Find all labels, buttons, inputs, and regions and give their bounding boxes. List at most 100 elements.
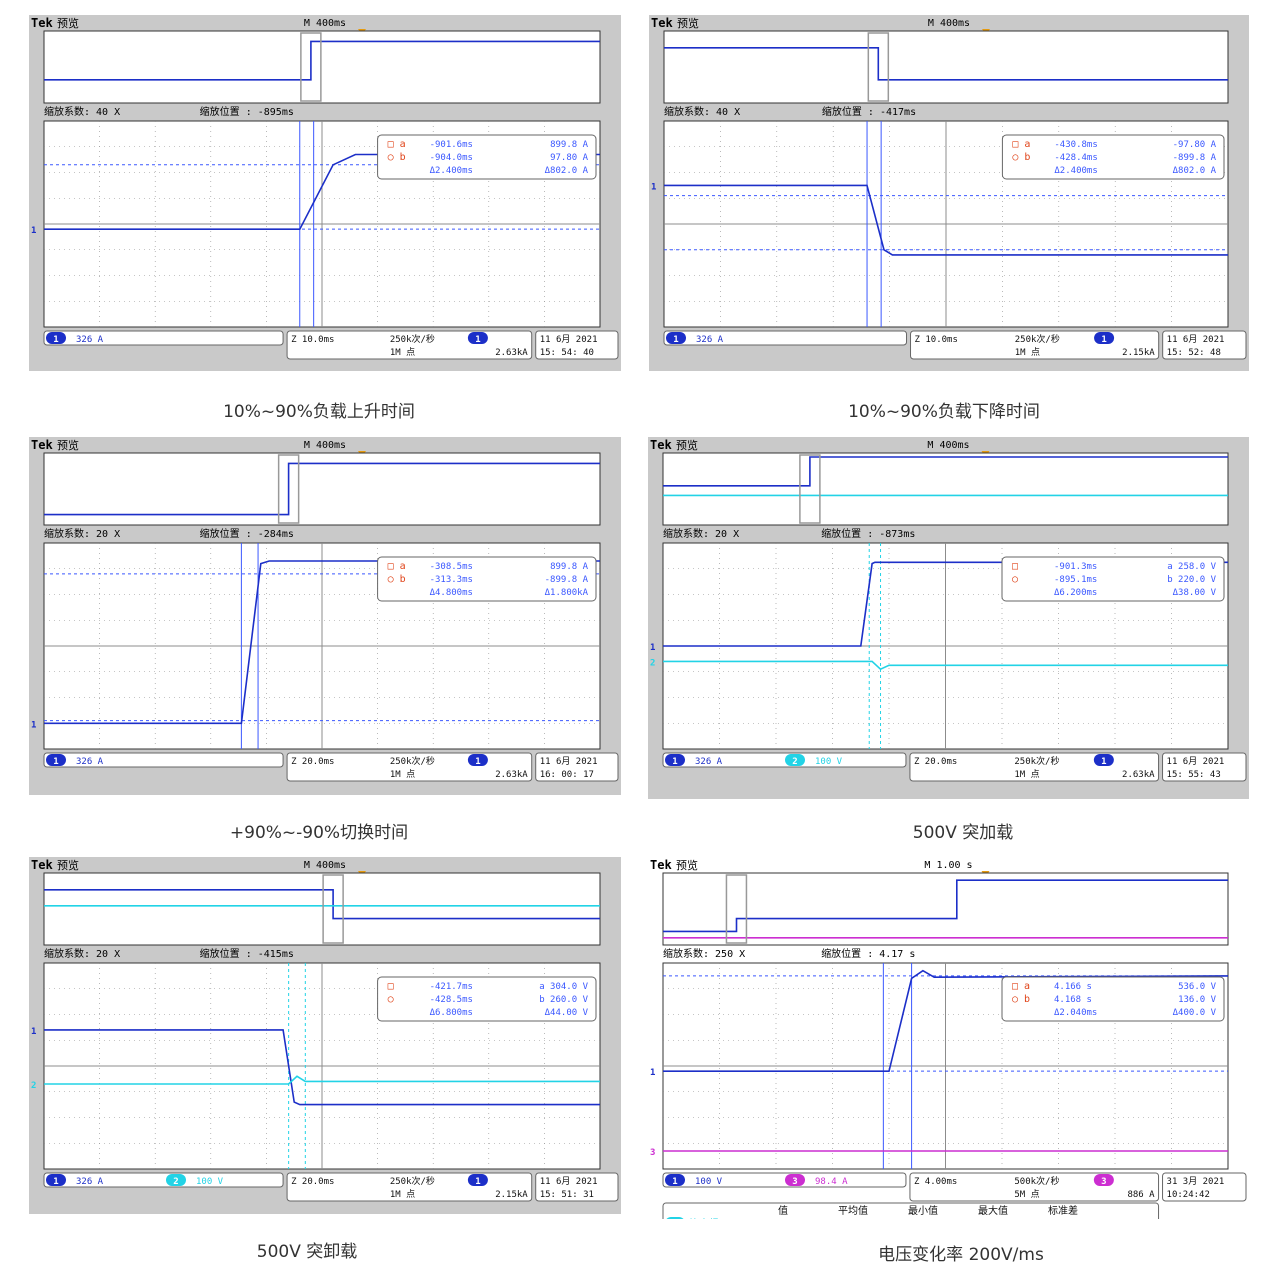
- measurement-box: [662, 1202, 1160, 1219]
- channel-scale-2: 100 V: [196, 1177, 224, 1187]
- overview-trace-1: [664, 46, 1228, 81]
- readout-time: -895.1ms: [1054, 575, 1097, 585]
- channel-badge-1: [665, 1174, 685, 1186]
- channel-scale-1: 326 A: [696, 335, 724, 345]
- sample-rate: 250k次/秒: [390, 1175, 435, 1187]
- channel-scale-1: 326 A: [76, 757, 104, 767]
- zoom-position-label: 缩放位置 : -284ms: [200, 527, 294, 540]
- readout-value: Δ1.800kA: [545, 588, 589, 598]
- readout-time: -901.6ms: [430, 140, 473, 150]
- date-label: 11 6月 2021: [1167, 334, 1225, 345]
- channel-scale-box: [43, 752, 284, 768]
- readout-box: [1001, 134, 1225, 180]
- channel-scale-1: 326 A: [695, 757, 723, 767]
- trigger-source-badge-label: 3: [1101, 1177, 1106, 1187]
- scope-panel-3: Tek 预览 M 400ms 缩放系数: 20 X 缩放位置 : -284ms 1 □ a -…: [29, 437, 621, 795]
- time-label: 15: 55: 43: [1167, 770, 1221, 780]
- datetime-box: [535, 330, 619, 360]
- zoom-timebase: Z 10.0ms: [915, 335, 958, 345]
- caption-6: 电压变化率 200V/ms: [878, 1245, 1044, 1265]
- readout-value: Δ44.00 V: [545, 1008, 589, 1018]
- trigger-source-badge-label: 1: [475, 335, 480, 345]
- readout-time: -313.3ms: [430, 575, 473, 585]
- overview-trace-1: [44, 462, 600, 516]
- readout-value: -899.8 A: [1173, 153, 1217, 163]
- scope-svg-3: Tek 预览 M 400ms 缩放系数: 20 X 缩放位置 : -284ms 1 □ a -…: [31, 438, 619, 782]
- date-label: 11 6月 2021: [540, 756, 598, 767]
- datetime-box: [535, 752, 619, 782]
- caption-1: 10%~90%负载上升时间: [223, 402, 415, 422]
- scope-panel-5: Tek 预览 M 400ms 缩放系数: 20 X 缩放位置 : -415ms 1 2 □ -4…: [29, 857, 621, 1214]
- date-label: 11 6月 2021: [540, 1176, 598, 1187]
- channel-scale-box: [662, 752, 907, 768]
- readout-value: a 304.0 V: [539, 982, 588, 992]
- caption-2: 10%~90%负载下降时间: [848, 402, 1040, 422]
- readout-label: ○: [388, 994, 394, 1005]
- readout-time: Δ4.800ms: [430, 588, 473, 598]
- readout-value: 899.8 A: [550, 562, 589, 572]
- readout-time: Δ2.040ms: [1054, 1008, 1097, 1018]
- time-label: 10:24:42: [1167, 1190, 1210, 1200]
- channel-badge-3-label: 3: [792, 1177, 797, 1187]
- channel-scale-1: 326 A: [76, 1177, 104, 1187]
- readout-time: -308.5ms: [430, 562, 473, 572]
- channel-scale-1: 326 A: [76, 335, 104, 345]
- scope-panel-2: Tek 预览 M 400ms 缩放系数: 40 X 缩放位置 : -417ms 1 □ a -…: [649, 15, 1249, 371]
- channel-badge-1-label: 1: [673, 335, 678, 345]
- readout-label: □ a: [1012, 139, 1030, 150]
- trace-ch2: [44, 1075, 600, 1085]
- channel-marker-2: 2: [650, 658, 655, 668]
- channel-scale-3: 98.4 A: [815, 1177, 848, 1187]
- time-label: 15: 54: 40: [540, 348, 594, 358]
- scope-panel-4: Tek 预览 M 400ms 缩放系数: 20 X 缩放位置 : -873ms 1 2 □ -9…: [648, 437, 1249, 799]
- channel-marker-1: 1: [31, 226, 36, 236]
- trigger-source-badge: [1094, 332, 1115, 344]
- date-label: 11 6月 2021: [540, 334, 598, 345]
- scope-svg-1: Tek 预览 M 400ms 缩放系数: 40 X 缩放位置 : -895ms 1 □ a -…: [31, 16, 619, 360]
- measure-header: 最小值: [908, 1204, 938, 1217]
- time-label: 15: 52: 48: [1167, 348, 1221, 358]
- readout-value: Δ802.0 A: [545, 166, 589, 176]
- brand-label: Tek: [651, 16, 673, 30]
- readout-value: Δ38.00 V: [1173, 588, 1217, 598]
- zoom-timebase: Z 10.0ms: [291, 335, 334, 345]
- readout-value: -97.80 A: [1173, 140, 1217, 150]
- zoom-factor-label: 缩放系数: 40 X: [44, 105, 120, 118]
- readout-label: ○: [1012, 574, 1018, 585]
- channel-scale-2: 100 V: [815, 757, 843, 767]
- brand-label: Tek: [31, 858, 53, 872]
- readout-box: [377, 556, 597, 602]
- mode-label: 预览: [676, 438, 698, 452]
- trigger-source-badge-label: 1: [475, 757, 480, 767]
- channel-scale-1: 100 V: [695, 1177, 723, 1187]
- trigger-source-badge: [467, 1174, 488, 1186]
- trigger-source-badge: [1093, 1174, 1114, 1186]
- record-length: 1M 点: [390, 769, 415, 780]
- zoom-position-label: 缩放位置 : 4.17 s: [821, 947, 915, 960]
- date-label: 11 6月 2021: [1167, 756, 1225, 767]
- readout-time: 4.168 s: [1054, 995, 1092, 1005]
- trace-ch1: [663, 561, 1228, 647]
- readout-box: [377, 976, 597, 1022]
- channel-badge-1: [46, 754, 66, 766]
- mode-label: 预览: [57, 16, 79, 30]
- overview-timebase: M 400ms: [304, 18, 346, 29]
- caption-4: 500V 突加载: [912, 823, 1014, 843]
- readout-value: -899.8 A: [545, 575, 589, 585]
- scope-svg-4: Tek 预览 M 400ms 缩放系数: 20 X 缩放位置 : -873ms 1 2 □ -9…: [650, 438, 1247, 782]
- overview-timebase: M 400ms: [928, 18, 970, 29]
- readout-value: Δ802.0 A: [1173, 166, 1217, 176]
- channel-badge-1-label: 1: [53, 1177, 58, 1187]
- mode-label: 预览: [57, 438, 79, 452]
- zoom-box: [725, 874, 748, 944]
- channel-marker-1: 1: [31, 720, 36, 730]
- overview-window: [43, 30, 601, 104]
- brand-label: Tek: [31, 16, 53, 30]
- readout-value: Δ400.0 V: [1173, 1008, 1217, 1018]
- readout-time: -428.5ms: [430, 995, 473, 1005]
- zoom-position-label: 缩放位置 : -895ms: [200, 105, 294, 118]
- zoom-timebase: Z 4.00ms: [914, 1177, 957, 1187]
- measure-channel-badge: [666, 1217, 684, 1219]
- time-label: 15: 51: 31: [540, 1190, 594, 1200]
- readout-label: □ a: [1012, 981, 1030, 992]
